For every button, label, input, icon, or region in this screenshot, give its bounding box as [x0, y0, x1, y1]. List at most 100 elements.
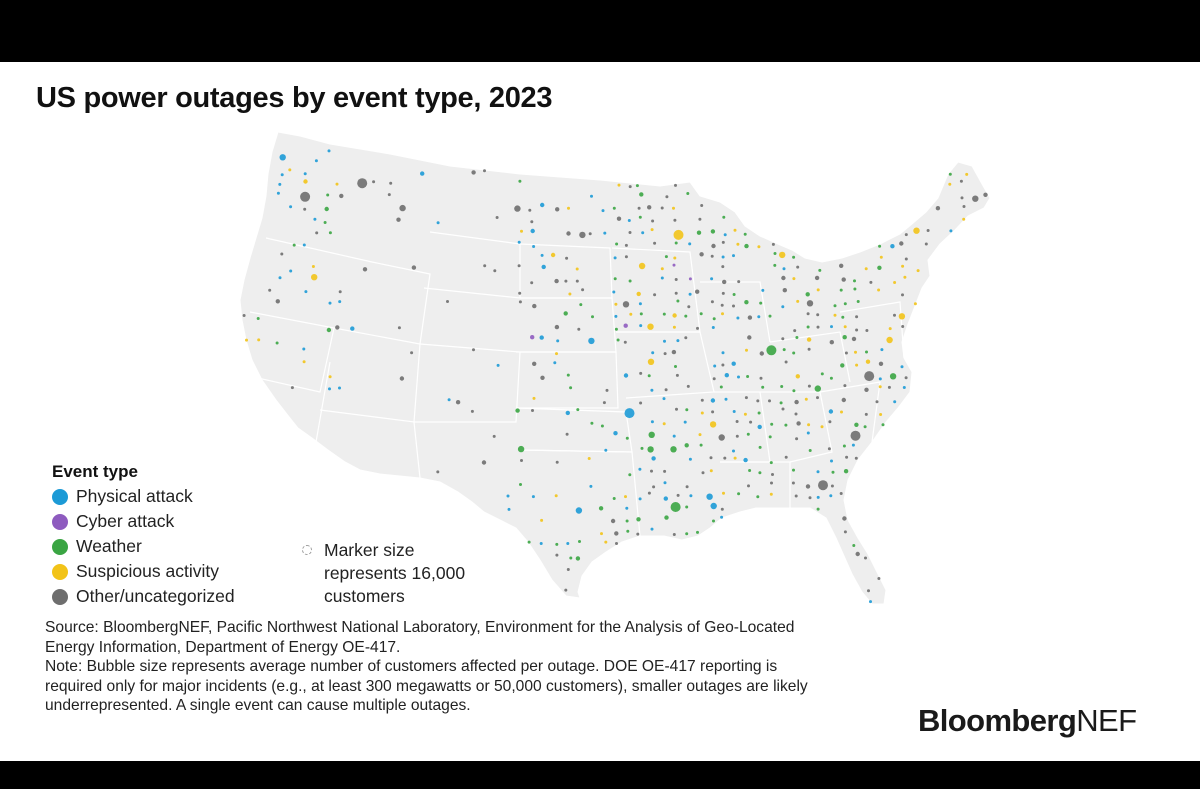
outage-marker: [711, 243, 716, 249]
outage-marker: [744, 243, 749, 249]
outage-marker: [399, 204, 406, 212]
legend-label-physical-attack: Physical attack: [76, 486, 193, 506]
outage-marker: [566, 373, 570, 377]
outage-marker: [843, 384, 847, 388]
outage-marker: [768, 399, 771, 403]
outage-marker: [565, 410, 570, 416]
outage-marker: [328, 375, 332, 379]
outage-marker: [784, 423, 788, 427]
outage-marker: [327, 149, 331, 153]
outage-marker: [713, 364, 717, 368]
outage-marker: [710, 229, 716, 234]
outage-marker: [589, 484, 593, 488]
outage-marker: [924, 242, 928, 246]
outage-marker: [564, 279, 568, 283]
outage-marker: [674, 241, 678, 245]
outage-marker: [532, 303, 537, 309]
outage-marker: [518, 179, 522, 183]
outage-marker: [685, 505, 689, 509]
outage-marker: [614, 531, 619, 536]
outage-marker: [796, 265, 800, 269]
outage-marker: [555, 460, 559, 464]
outage-marker: [904, 233, 908, 237]
outage-marker: [842, 444, 846, 448]
outage-marker: [700, 398, 704, 402]
outage-marker: [328, 301, 332, 305]
outage-marker: [600, 532, 603, 536]
outage-marker: [324, 206, 329, 212]
outage-marker: [904, 376, 908, 380]
outage-marker: [684, 314, 688, 318]
outage-marker: [761, 288, 765, 292]
outage-marker: [853, 279, 856, 283]
outage-marker: [855, 551, 860, 557]
outage-marker: [794, 412, 798, 416]
outage-marker: [578, 540, 581, 543]
outage-marker: [616, 216, 622, 221]
outage-marker: [877, 288, 881, 292]
outage-marker: [614, 302, 618, 306]
outage-marker: [663, 469, 667, 473]
outage-marker: [759, 351, 764, 356]
outage-marker: [411, 265, 417, 270]
outage-marker: [446, 300, 449, 303]
outage-marker: [660, 276, 664, 280]
state-borders: [239, 231, 905, 537]
legend-item-physical-attack: Physical attack: [52, 484, 235, 509]
outage-marker: [709, 456, 713, 460]
outage-marker: [653, 241, 657, 245]
outage-marker: [833, 304, 837, 308]
outage-marker: [601, 209, 605, 213]
outage-marker: [845, 455, 849, 459]
outage-marker: [744, 396, 748, 400]
outage-marker: [672, 206, 675, 210]
chart-title: US power outages by event type, 2023: [36, 82, 553, 114]
outage-marker: [721, 312, 724, 316]
outage-marker: [816, 288, 820, 292]
outage-marker: [323, 221, 327, 224]
outage-marker: [517, 445, 525, 453]
outage-marker: [721, 265, 725, 269]
outage-marker: [588, 232, 592, 236]
outage-marker: [770, 422, 774, 426]
outage-marker: [447, 398, 451, 402]
outage-marker: [565, 256, 569, 260]
outage-marker: [808, 496, 812, 500]
legend-swatch-suspicious-activity: [52, 563, 68, 580]
legend-swatch-physical-attack: [52, 488, 68, 505]
outage-marker: [723, 456, 727, 460]
outage-marker: [901, 264, 905, 268]
outage-marker: [687, 305, 691, 309]
outage-marker: [865, 350, 868, 354]
outage-marker: [893, 400, 897, 404]
outage-marker: [841, 315, 845, 319]
outage-marker: [335, 325, 340, 330]
outage-marker: [554, 278, 559, 284]
outage-marker: [855, 328, 859, 332]
legend-swatch-cyber-attack: [52, 513, 68, 530]
outage-marker: [660, 206, 664, 210]
outage-marker: [576, 408, 580, 412]
outage-marker: [782, 348, 786, 352]
outage-marker: [935, 206, 941, 211]
outage-marker: [841, 277, 846, 282]
outage-marker: [275, 341, 279, 345]
outage-marker: [590, 194, 593, 198]
outage-marker: [639, 401, 643, 405]
outage-marker: [672, 533, 676, 536]
outage-marker: [711, 326, 715, 329]
outage-marker: [647, 446, 654, 453]
outage-marker: [280, 173, 284, 177]
outage-marker: [471, 170, 476, 175]
outage-marker: [771, 473, 774, 476]
outage-marker: [792, 277, 796, 281]
outage-marker: [624, 408, 635, 419]
outage-marker: [568, 292, 572, 296]
outage-marker: [843, 530, 847, 534]
outage-marker: [676, 493, 680, 497]
outage-marker: [357, 178, 368, 189]
outage-marker: [532, 245, 536, 248]
outage-marker: [472, 348, 475, 352]
outage-marker: [651, 351, 655, 355]
outage-marker: [721, 351, 725, 355]
